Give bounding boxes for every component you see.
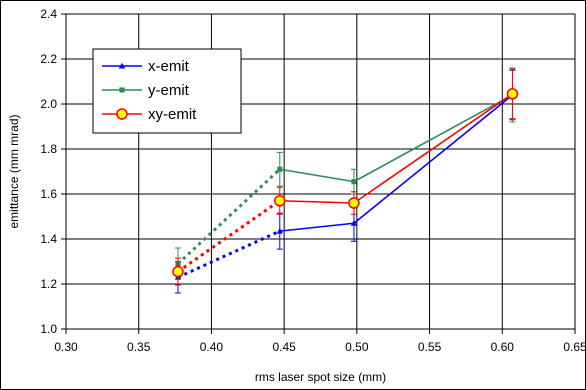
x-tick-label: 0.40 xyxy=(200,340,224,354)
x-axis-title: rms laser spot size (mm) xyxy=(255,370,386,384)
plot-area xyxy=(65,13,576,330)
legend-entry-label: xy-emit xyxy=(148,106,197,123)
x-tick-label: 0.65 xyxy=(563,340,586,354)
y-tick-label: 2.0 xyxy=(40,97,57,111)
data-point xyxy=(172,265,184,278)
x-tick-label: 0.55 xyxy=(418,340,442,354)
tick-labels: 0.30 0.35 0.40 0.45 0.50 0.55 0.60 0.65 1.0 1.2 1.… xyxy=(40,7,586,354)
y-tick-label: 1.2 xyxy=(40,277,57,291)
x-tick-label: 0.45 xyxy=(272,340,296,354)
legend: x-emit y-emit xy-emit xyxy=(92,48,242,134)
legend-marker xyxy=(118,62,126,69)
series-line-segment xyxy=(353,94,513,224)
data-point xyxy=(277,166,283,172)
data-point xyxy=(276,227,283,234)
legend-marker xyxy=(116,108,128,120)
y-tick-label: 1.0 xyxy=(40,322,57,336)
series-line-segment xyxy=(353,93,513,204)
y-tick-label: 2.4 xyxy=(40,7,57,21)
series-line-segment xyxy=(279,199,354,204)
y-axis-title: emittance (mm mrad) xyxy=(7,114,21,228)
y-tick-label: 2.2 xyxy=(40,52,57,66)
legend-entry-label: y-emit xyxy=(148,82,190,99)
dotted-segment xyxy=(176,168,281,265)
y-tick-label: 1.4 xyxy=(40,232,57,246)
legend-marker xyxy=(119,87,125,93)
legend-box xyxy=(92,48,242,134)
y-tick-label: 1.6 xyxy=(40,187,57,201)
x-tick-label: 0.35 xyxy=(127,340,151,354)
legend-entry-label: x-emit xyxy=(148,58,190,75)
data-point xyxy=(348,197,360,209)
data-point xyxy=(506,88,519,100)
x-tick-label: 0.30 xyxy=(54,340,78,354)
data-point xyxy=(351,179,357,185)
data-point xyxy=(350,220,358,226)
series-xy-emit xyxy=(172,68,519,286)
series-line-segment xyxy=(353,94,513,183)
dotted-segment xyxy=(177,229,281,279)
series-line-segment xyxy=(279,222,355,232)
series xyxy=(172,67,519,294)
x-tick-label: 0.50 xyxy=(345,340,369,354)
x-tick-label: 0.60 xyxy=(491,340,515,354)
data-point xyxy=(274,195,286,207)
y-tick-label: 1.8 xyxy=(40,142,57,156)
series-line-segment xyxy=(279,168,355,183)
